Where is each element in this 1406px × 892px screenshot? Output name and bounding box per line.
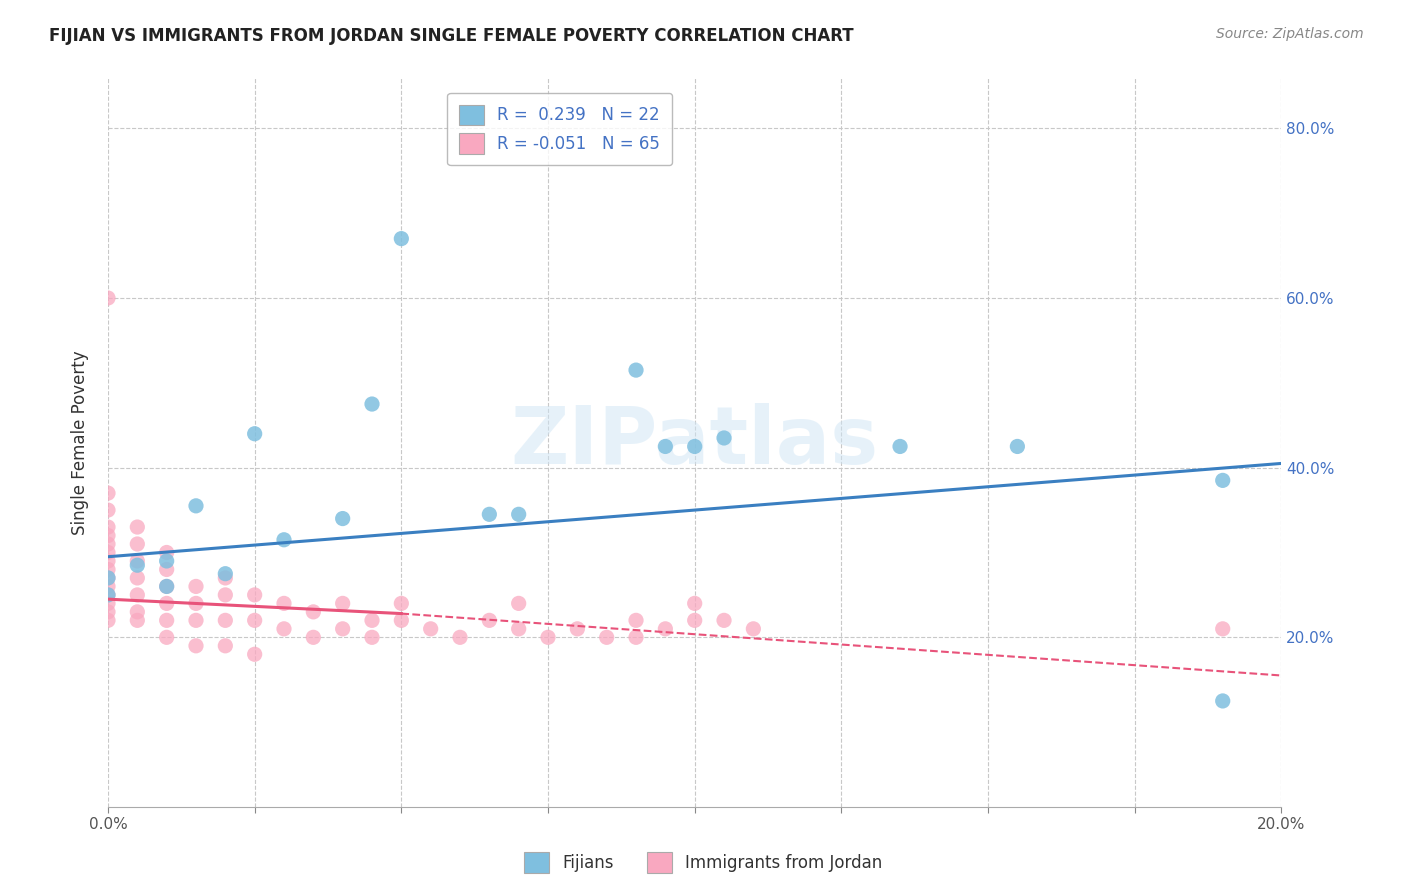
Point bbox=[243, 648, 266, 662]
Point bbox=[127, 571, 149, 585]
Point bbox=[214, 588, 236, 602]
Point bbox=[156, 596, 179, 610]
Point bbox=[389, 232, 412, 246]
Point bbox=[302, 630, 325, 644]
Point bbox=[214, 566, 236, 581]
Point bbox=[595, 630, 617, 644]
Point bbox=[156, 562, 179, 576]
Point bbox=[332, 622, 354, 636]
Point bbox=[97, 588, 120, 602]
Point bbox=[449, 630, 471, 644]
Point bbox=[624, 613, 647, 627]
Point bbox=[361, 613, 384, 627]
Point bbox=[214, 613, 236, 627]
Point bbox=[389, 596, 412, 610]
Point bbox=[97, 562, 120, 576]
Point bbox=[127, 605, 149, 619]
Text: ZIPatlas: ZIPatlas bbox=[510, 403, 879, 481]
Point bbox=[97, 537, 120, 551]
Point bbox=[1212, 474, 1234, 488]
Point bbox=[184, 579, 207, 593]
Point bbox=[654, 622, 676, 636]
Text: FIJIAN VS IMMIGRANTS FROM JORDAN SINGLE FEMALE POVERTY CORRELATION CHART: FIJIAN VS IMMIGRANTS FROM JORDAN SINGLE … bbox=[49, 27, 853, 45]
Point bbox=[97, 588, 120, 602]
Point bbox=[332, 511, 354, 525]
Point bbox=[184, 499, 207, 513]
Point bbox=[97, 579, 120, 593]
Point bbox=[127, 554, 149, 568]
Point bbox=[624, 630, 647, 644]
Point bbox=[713, 613, 735, 627]
Point bbox=[127, 537, 149, 551]
Point bbox=[508, 596, 530, 610]
Point bbox=[97, 291, 120, 305]
Point bbox=[156, 554, 179, 568]
Point bbox=[361, 630, 384, 644]
Point bbox=[97, 571, 120, 585]
Point bbox=[97, 571, 120, 585]
Point bbox=[184, 639, 207, 653]
Point bbox=[654, 440, 676, 454]
Point bbox=[361, 397, 384, 411]
Legend: R =  0.239   N = 22, R = -0.051   N = 65: R = 0.239 N = 22, R = -0.051 N = 65 bbox=[447, 93, 672, 165]
Point bbox=[1212, 622, 1234, 636]
Point bbox=[127, 588, 149, 602]
Point bbox=[478, 613, 501, 627]
Point bbox=[624, 363, 647, 377]
Point bbox=[302, 605, 325, 619]
Point bbox=[243, 426, 266, 441]
Point bbox=[1007, 440, 1029, 454]
Point bbox=[419, 622, 441, 636]
Point bbox=[273, 533, 295, 547]
Point bbox=[273, 596, 295, 610]
Point bbox=[243, 613, 266, 627]
Point bbox=[127, 558, 149, 573]
Point bbox=[1212, 694, 1234, 708]
Point bbox=[683, 596, 706, 610]
Point bbox=[127, 520, 149, 534]
Point bbox=[332, 596, 354, 610]
Point bbox=[537, 630, 560, 644]
Point bbox=[508, 622, 530, 636]
Point bbox=[184, 596, 207, 610]
Point bbox=[97, 545, 120, 559]
Point bbox=[97, 613, 120, 627]
Point bbox=[889, 440, 911, 454]
Point bbox=[273, 622, 295, 636]
Point bbox=[713, 431, 735, 445]
Point bbox=[156, 545, 179, 559]
Point bbox=[97, 554, 120, 568]
Y-axis label: Single Female Poverty: Single Female Poverty bbox=[72, 350, 89, 534]
Point bbox=[97, 596, 120, 610]
Point bbox=[683, 440, 706, 454]
Point bbox=[97, 520, 120, 534]
Point bbox=[156, 613, 179, 627]
Text: Source: ZipAtlas.com: Source: ZipAtlas.com bbox=[1216, 27, 1364, 41]
Point bbox=[97, 486, 120, 500]
Point bbox=[156, 579, 179, 593]
Point bbox=[97, 605, 120, 619]
Point bbox=[478, 508, 501, 522]
Point bbox=[156, 630, 179, 644]
Point bbox=[156, 579, 179, 593]
Point bbox=[243, 588, 266, 602]
Legend: Fijians, Immigrants from Jordan: Fijians, Immigrants from Jordan bbox=[517, 846, 889, 880]
Point bbox=[508, 508, 530, 522]
Point bbox=[683, 613, 706, 627]
Point bbox=[97, 503, 120, 517]
Point bbox=[184, 613, 207, 627]
Point bbox=[97, 528, 120, 542]
Point bbox=[742, 622, 765, 636]
Point bbox=[389, 613, 412, 627]
Point bbox=[214, 639, 236, 653]
Point bbox=[127, 613, 149, 627]
Point bbox=[567, 622, 589, 636]
Point bbox=[214, 571, 236, 585]
